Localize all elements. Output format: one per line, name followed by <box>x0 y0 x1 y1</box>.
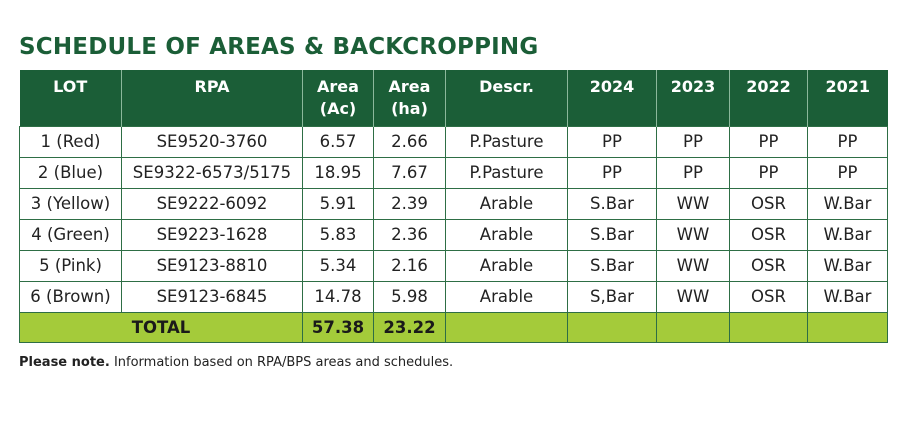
cell-area-ha: 7.67 <box>373 156 446 189</box>
cell-area-ac: 18.95 <box>302 156 374 189</box>
cell-descr: P.Pasture <box>445 156 568 189</box>
cell-2021: W.Bar <box>807 218 888 251</box>
header-row: LOT RPA Area (Ac) Area (ha) Descr. 2024 20… <box>19 70 888 126</box>
cell-2022: OSR <box>729 187 808 220</box>
cell-rpa: SE9123-6845 <box>121 280 303 313</box>
cell-2021: PP <box>807 125 888 158</box>
cell-2023: WW <box>656 218 730 251</box>
cell-area-ha: 2.16 <box>373 249 446 282</box>
cell-lot: 2 (Blue) <box>19 156 122 189</box>
cell-descr: P.Pasture <box>445 125 568 158</box>
table-row: 5 (Pink) SE9123-8810 5.34 2.16 Arable S.… <box>19 249 888 282</box>
header-2022: 2022 <box>729 70 808 126</box>
total-empty-cell <box>807 311 888 343</box>
cell-2021: W.Bar <box>807 187 888 220</box>
total-area-ac: 57.38 <box>302 311 374 343</box>
header-rpa: RPA <box>121 70 303 126</box>
cell-lot: 4 (Green) <box>19 218 122 251</box>
cell-area-ha: 2.39 <box>373 187 446 220</box>
total-area-ha: 23.22 <box>373 311 446 343</box>
cell-area-ac: 14.78 <box>302 280 374 313</box>
cell-2021: W.Bar <box>807 280 888 313</box>
cell-rpa: SE9322-6573/5175 <box>121 156 303 189</box>
footnote: Please note. Information based on RPA/BP… <box>19 355 453 370</box>
header-lot: LOT <box>19 70 122 126</box>
cell-2022: PP <box>729 125 808 158</box>
cell-2023: PP <box>656 125 730 158</box>
cell-area-ac: 6.57 <box>302 125 374 158</box>
total-row: TOTAL 57.38 23.22 <box>19 311 888 343</box>
cell-2024: S,Bar <box>567 280 657 313</box>
cell-area-ha: 2.66 <box>373 125 446 158</box>
header-descr: Descr. <box>445 70 568 126</box>
header-area-ha: Area (ha) <box>373 70 446 126</box>
cell-area-ha: 5.98 <box>373 280 446 313</box>
cell-2024: S.Bar <box>567 218 657 251</box>
schedule-table: LOT RPA Area (Ac) Area (ha) Descr. 2024 20… <box>19 70 888 343</box>
cell-2023: WW <box>656 187 730 220</box>
total-empty-cell <box>729 311 808 343</box>
cell-2024: PP <box>567 156 657 189</box>
cell-lot: 3 (Yellow) <box>19 187 122 220</box>
page-title: SCHEDULE OF AREAS & BACKCROPPING <box>19 34 539 60</box>
cell-descr: Arable <box>445 187 568 220</box>
cell-2022: OSR <box>729 218 808 251</box>
total-label: TOTAL <box>19 311 303 343</box>
cell-rpa: SE9222-6092 <box>121 187 303 220</box>
cell-2023: PP <box>656 156 730 189</box>
header-2021: 2021 <box>807 70 888 126</box>
cell-2021: PP <box>807 156 888 189</box>
total-empty-cell <box>567 311 657 343</box>
cell-2024: PP <box>567 125 657 158</box>
cell-2022: PP <box>729 156 808 189</box>
cell-2021: W.Bar <box>807 249 888 282</box>
cell-2023: WW <box>656 280 730 313</box>
total-empty-cell <box>445 311 568 343</box>
cell-2022: OSR <box>729 280 808 313</box>
cell-descr: Arable <box>445 218 568 251</box>
footnote-label: Please note. <box>19 355 110 370</box>
cell-rpa: SE9223-1628 <box>121 218 303 251</box>
cell-2022: OSR <box>729 249 808 282</box>
footnote-text: Information based on RPA/BPS areas and s… <box>109 355 454 370</box>
cell-descr: Arable <box>445 280 568 313</box>
table-row: 6 (Brown) SE9123-6845 14.78 5.98 Arable … <box>19 280 888 313</box>
cell-area-ac: 5.91 <box>302 187 374 220</box>
cell-area-ha: 2.36 <box>373 218 446 251</box>
cell-area-ac: 5.83 <box>302 218 374 251</box>
total-empty-cell <box>656 311 730 343</box>
cell-rpa: SE9520-3760 <box>121 125 303 158</box>
table-row: 1 (Red) SE9520-3760 6.57 2.66 P.Pasture … <box>19 125 888 158</box>
cell-lot: 1 (Red) <box>19 125 122 158</box>
cell-area-ac: 5.34 <box>302 249 374 282</box>
cell-2024: S.Bar <box>567 187 657 220</box>
table-row: 4 (Green) SE9223-1628 5.83 2.36 Arable S… <box>19 218 888 251</box>
cell-lot: 6 (Brown) <box>19 280 122 313</box>
cell-2024: S.Bar <box>567 249 657 282</box>
cell-2023: WW <box>656 249 730 282</box>
cell-lot: 5 (Pink) <box>19 249 122 282</box>
header-2024: 2024 <box>567 70 657 126</box>
header-area-ac: Area (Ac) <box>302 70 374 126</box>
header-2023: 2023 <box>656 70 730 126</box>
table-row: 2 (Blue) SE9322-6573/5175 18.95 7.67 P.P… <box>19 156 888 189</box>
cell-descr: Arable <box>445 249 568 282</box>
cell-rpa: SE9123-8810 <box>121 249 303 282</box>
table-row: 3 (Yellow) SE9222-6092 5.91 2.39 Arable … <box>19 187 888 220</box>
